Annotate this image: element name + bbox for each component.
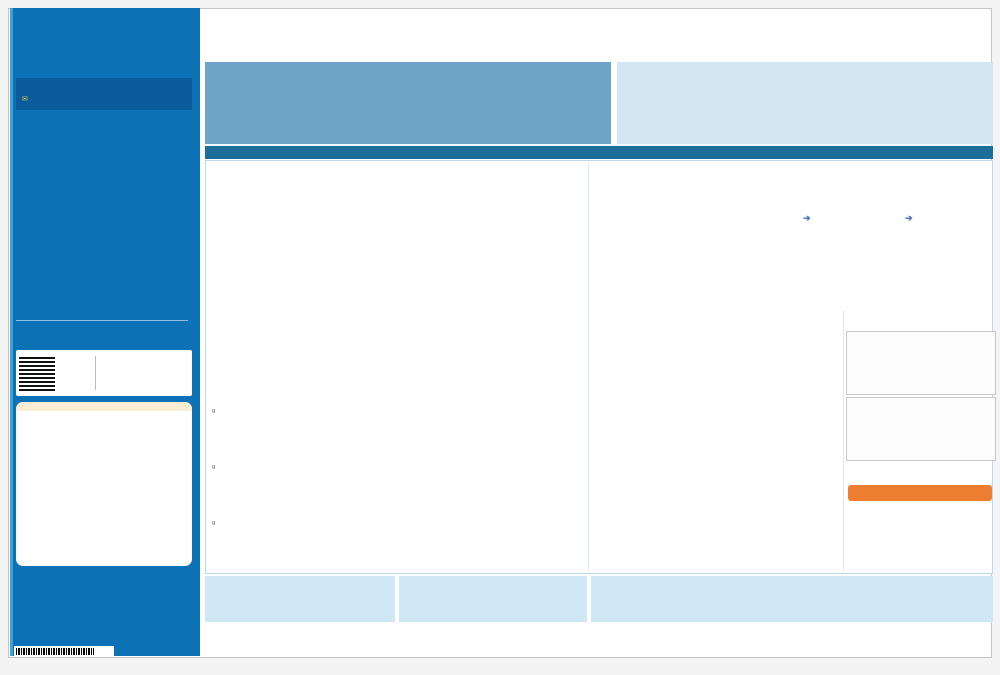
presenter-email-row: ✉: [22, 95, 31, 103]
solar-mutation-pie: [238, 245, 282, 289]
pik3ca-hr-pie: [266, 529, 308, 571]
figure1b: ❑ ❑ ❑: [210, 399, 382, 571]
mail-icon: ✉: [22, 96, 28, 103]
qr-code: [19, 355, 55, 391]
figure2a-bar-chart: [592, 219, 712, 275]
square-bullet-icon: ❑: [212, 465, 216, 469]
table1-block: [384, 399, 586, 401]
fig1b-sub2-heading: ❑: [212, 465, 215, 469]
pik3ca-all-pie: [266, 475, 308, 517]
square-bullet-icon: ❑: [212, 409, 216, 413]
square-bullet-icon: ❑: [212, 521, 216, 525]
figure4c-header: [848, 485, 992, 501]
symposium-name: [24, 40, 184, 48]
wildtype-pie: [522, 245, 560, 283]
fig1b-sub3-heading: ❑: [212, 521, 215, 525]
molecular-subtype-pie: [268, 418, 310, 460]
results-body: ❑ ❑ ❑ ➔ ➔: [205, 160, 996, 574]
acknowledgements-panel: [399, 576, 587, 622]
figure4b-pie: [748, 527, 792, 571]
ending-dose-chart: [846, 397, 996, 461]
key-findings-panel: [16, 402, 192, 566]
multi-mutation-pie: [292, 221, 332, 261]
divider: [16, 320, 188, 321]
references-panel: [591, 576, 993, 622]
methods-section: [617, 62, 993, 144]
arrow-right-icon: ➔: [905, 213, 913, 223]
starting-dose-chart: [846, 331, 996, 395]
barcode-icon: [16, 648, 94, 655]
footnotes-panel: [205, 576, 395, 622]
qr-panel: [16, 350, 192, 396]
introduction-section: [205, 62, 611, 144]
print-barcode-chip: [14, 646, 114, 657]
column-divider: [843, 311, 844, 571]
results-heading-bar: [205, 146, 993, 159]
arrow-right-icon: ➔: [803, 213, 811, 223]
figure1a-flowchart: [210, 219, 594, 397]
key-findings-heading: [16, 402, 192, 411]
figure4a-pie: [626, 527, 670, 571]
key-findings-list: [16, 411, 192, 419]
figure3a-strip-plot: [592, 385, 792, 469]
divider: [95, 356, 96, 390]
program-number-box: ✉: [16, 78, 192, 110]
fig1b-sub1-heading: ❑: [212, 409, 215, 413]
sidebar-edge-accent: [10, 8, 13, 656]
column-divider: [588, 163, 589, 571]
